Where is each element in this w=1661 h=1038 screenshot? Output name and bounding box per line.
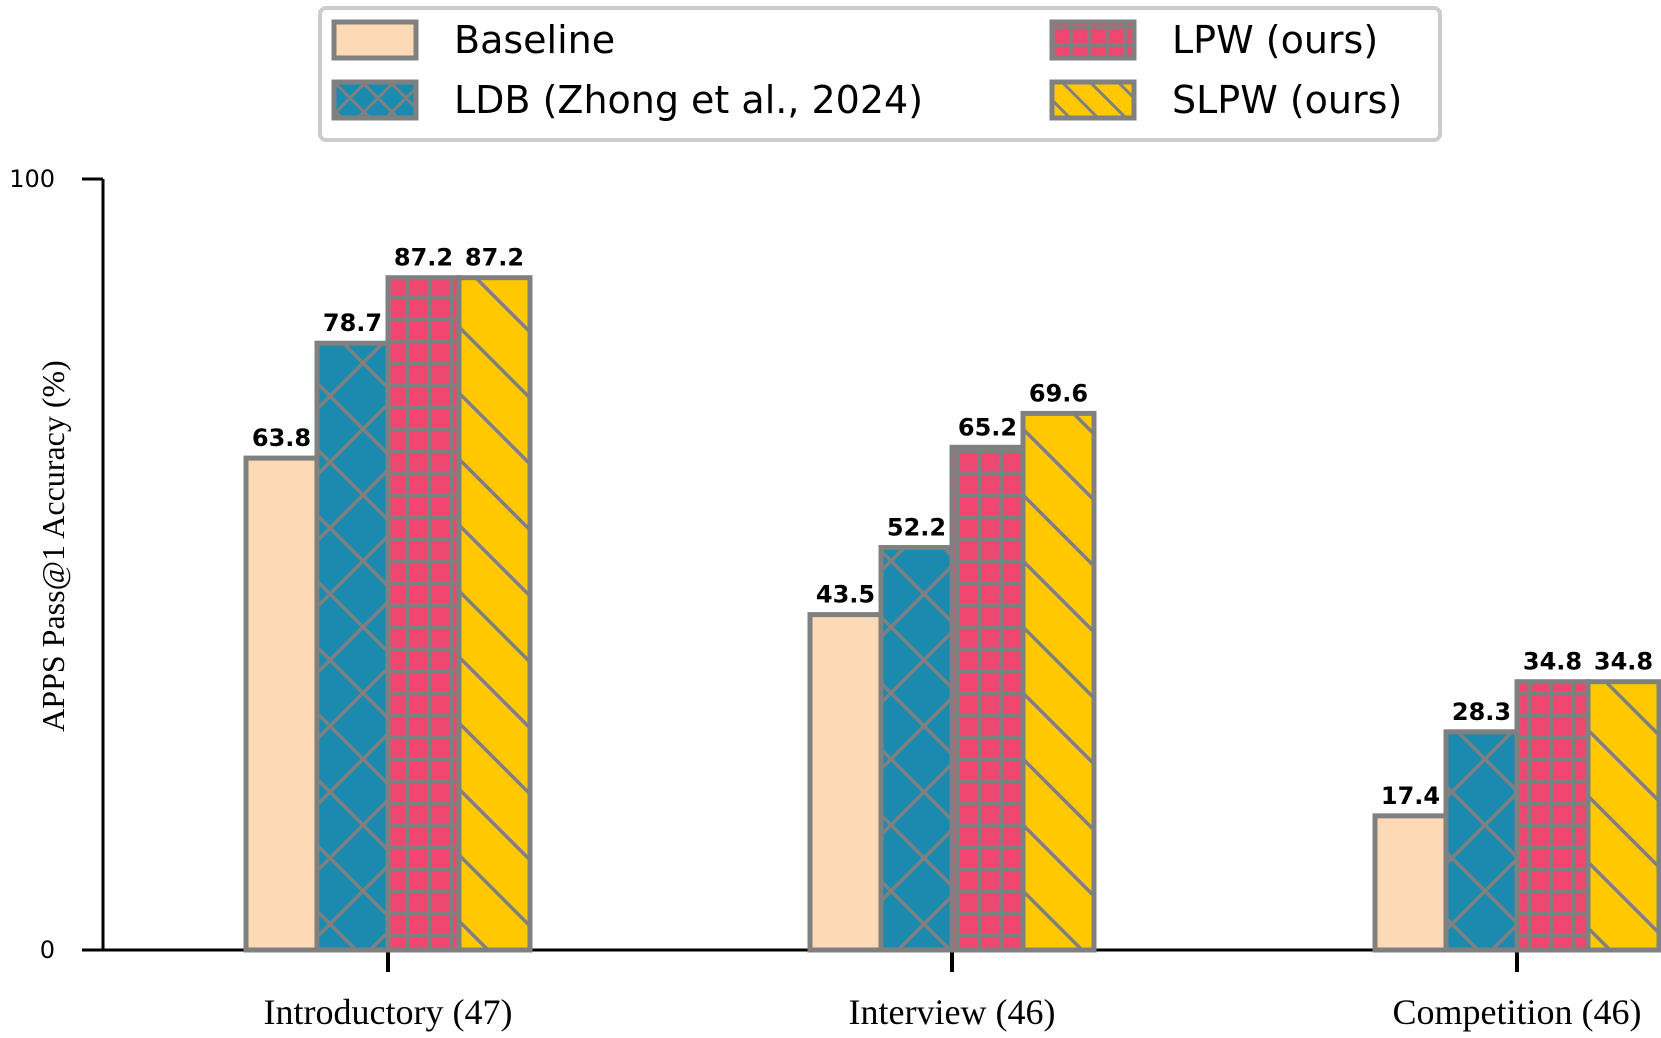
value-label-slpw-ours-competition-46: 34.8 xyxy=(1594,648,1653,676)
bar-baseline-competition-46 xyxy=(1375,815,1446,950)
legend-swatch-hatch-ldb-zhong-et-al-2024 xyxy=(334,82,416,118)
bar-slpw-ours-competition-46-hatch xyxy=(1588,681,1659,950)
category-label-competition-46: Competition (46) xyxy=(1393,992,1642,1032)
bar-baseline-interview-46 xyxy=(810,614,881,950)
bar-ldb-zhong-et-al-2024-interview-46-hatch xyxy=(881,547,952,950)
legend-item-lpw-ours: LPW (ours) xyxy=(1049,18,1378,62)
y-axis-title: APPS Pass@1 Accuracy (%) xyxy=(35,360,71,732)
legend-item-slpw-ours: SLPW (ours) xyxy=(1049,78,1402,122)
value-label-ldb-zhong-et-al-2024-interview-46: 52.2 xyxy=(887,514,946,542)
legend-swatch-hatch-lpw-ours xyxy=(1052,22,1134,58)
value-label-slpw-ours-introductory-47: 87.2 xyxy=(465,244,524,272)
legend-item-baseline: Baseline xyxy=(331,18,615,62)
value-label-lpw-ours-introductory-47: 87.2 xyxy=(394,244,453,272)
bar-lpw-ours-introductory-47-hatch xyxy=(388,277,459,950)
y-tick-label-100: 100 xyxy=(9,165,55,193)
category-label-introductory-47: Introductory (47) xyxy=(264,992,513,1032)
value-label-baseline-interview-46: 43.5 xyxy=(816,581,875,609)
value-label-baseline-introductory-47: 63.8 xyxy=(252,424,311,452)
bar-slpw-ours-interview-46-edge xyxy=(1020,410,1097,953)
legend-label-baseline: Baseline xyxy=(454,18,615,62)
bar-lpw-ours-competition-46-hatch xyxy=(1517,681,1588,950)
legend-swatch-edge-slpw-ours xyxy=(1049,79,1137,121)
value-label-lpw-ours-competition-46: 34.8 xyxy=(1523,648,1582,676)
legend-swatch-hatch-slpw-ours xyxy=(1052,82,1134,118)
legend-swatch-baseline xyxy=(334,22,416,58)
value-label-lpw-ours-interview-46: 65.2 xyxy=(958,413,1017,441)
bar-ldb-zhong-et-al-2024-competition-46-hatch xyxy=(1446,731,1517,950)
legend-label-slpw-ours: SLPW (ours) xyxy=(1172,78,1402,122)
bar-slpw-ours-introductory-47-hatch xyxy=(459,277,530,950)
bars xyxy=(243,275,1661,953)
legend: Baseline LDB (Zhong et al., 2024) LPW (our… xyxy=(318,6,1442,142)
bar-slpw-ours-competition-46-edge xyxy=(1585,679,1661,953)
y-tick-label-0: 0 xyxy=(40,936,55,964)
legend-label-ldb-zhong-et-al-2024: LDB (Zhong et al., 2024) xyxy=(454,78,923,122)
legend-item-ldb-zhong-et-al-2024: LDB (Zhong et al., 2024) xyxy=(331,78,923,122)
category-label-interview-46: Interview (46) xyxy=(849,992,1056,1032)
y-axis: 0 100 xyxy=(9,165,105,964)
value-label-ldb-zhong-et-al-2024-competition-46: 28.3 xyxy=(1452,698,1511,726)
legend-frame xyxy=(318,6,1442,142)
value-label-slpw-ours-interview-46: 69.6 xyxy=(1029,379,1088,407)
bar-slpw-ours-interview-46-hatch xyxy=(1023,413,1094,950)
x-axis: Introductory (47) Interview (46) Competiti… xyxy=(103,948,1661,1032)
value-label-ldb-zhong-et-al-2024-introductory-47: 78.7 xyxy=(323,309,382,337)
bar-baseline-introductory-47 xyxy=(246,458,317,950)
value-label-baseline-competition-46: 17.4 xyxy=(1381,782,1440,810)
value-labels: 63.8 78.7 87.2 87.2 43.5 52.2 65.2 69.6 17.4 28.3… xyxy=(252,244,1653,810)
bar-lpw-ours-interview-46-hatch xyxy=(952,447,1023,950)
bar-slpw-ours-introductory-47-edge xyxy=(456,275,533,953)
legend-swatch-edge-lpw-ours xyxy=(1049,19,1137,61)
legend-label-lpw-ours: LPW (ours) xyxy=(1172,18,1378,62)
legend-swatch-edge-baseline xyxy=(331,19,419,61)
bar-ldb-zhong-et-al-2024-introductory-47-hatch xyxy=(317,343,388,950)
legend-swatch-edge-ldb-zhong-et-al-2024 xyxy=(331,79,419,121)
